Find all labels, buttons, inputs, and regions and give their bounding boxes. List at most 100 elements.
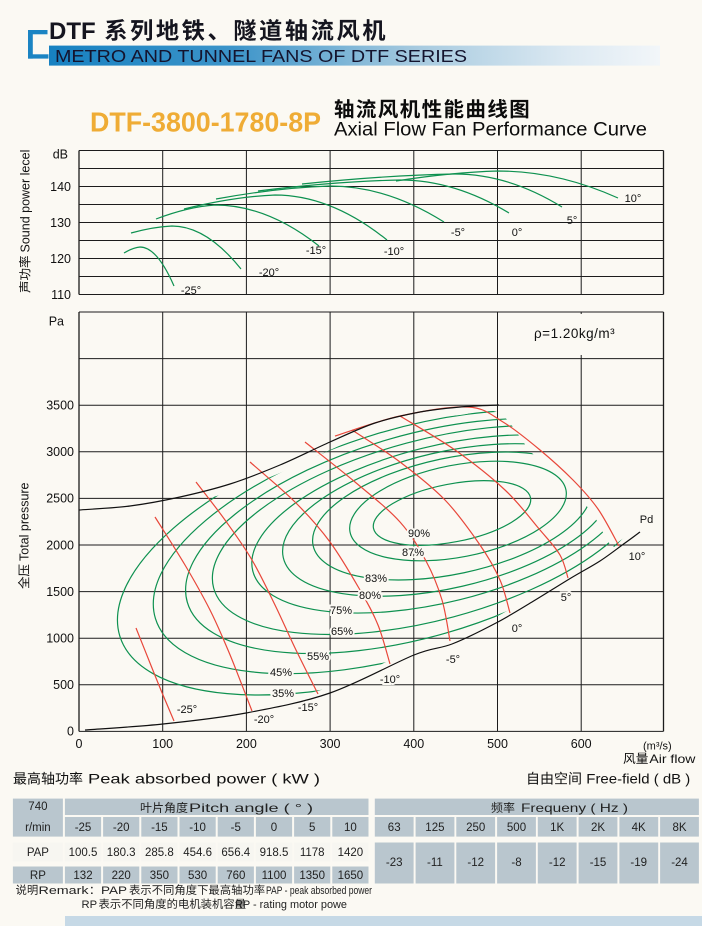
svg-text:Pa: Pa bbox=[49, 315, 64, 329]
svg-text:RP - rating motor powe: RP - rating motor powe bbox=[235, 899, 347, 911]
svg-text:1420: 1420 bbox=[338, 847, 364, 859]
svg-text:454.6: 454.6 bbox=[183, 847, 212, 859]
svg-text:500: 500 bbox=[487, 737, 508, 751]
svg-text:Total pressure: Total pressure bbox=[18, 482, 32, 561]
svg-text:10°: 10° bbox=[625, 193, 642, 205]
svg-text:-23: -23 bbox=[386, 857, 403, 869]
svg-text:PAP: PAP bbox=[101, 885, 127, 897]
svg-text:-15°: -15° bbox=[298, 702, 318, 714]
svg-text:300: 300 bbox=[320, 737, 341, 751]
svg-text:RP: RP bbox=[30, 870, 46, 882]
svg-text:87%: 87% bbox=[402, 547, 424, 559]
svg-text:ρ=1.20kg/m³: ρ=1.20kg/m³ bbox=[534, 326, 615, 341]
svg-text:RP: RP bbox=[82, 899, 98, 911]
svg-text:-5°: -5° bbox=[451, 227, 465, 239]
svg-text:-20°: -20° bbox=[254, 714, 274, 726]
svg-text:Sound power lecel: Sound power lecel bbox=[19, 150, 33, 253]
svg-text:100: 100 bbox=[152, 737, 173, 751]
svg-text:-8: -8 bbox=[511, 857, 521, 869]
svg-text:500: 500 bbox=[507, 822, 526, 834]
svg-text:350: 350 bbox=[150, 870, 169, 882]
svg-text:3500: 3500 bbox=[46, 399, 74, 413]
svg-text:r/min: r/min bbox=[25, 822, 51, 834]
svg-text:-5°: -5° bbox=[446, 654, 460, 666]
svg-text:100.5: 100.5 bbox=[69, 847, 98, 859]
svg-text:140: 140 bbox=[50, 180, 71, 194]
svg-text:1500: 1500 bbox=[46, 585, 74, 599]
svg-text:3000: 3000 bbox=[46, 445, 74, 459]
svg-text:Pd: Pd bbox=[640, 514, 653, 526]
svg-text:63: 63 bbox=[388, 822, 401, 834]
svg-text:dB: dB bbox=[53, 148, 68, 162]
svg-text:656.4: 656.4 bbox=[221, 847, 250, 859]
svg-text:5°: 5° bbox=[561, 592, 572, 604]
svg-text:-5: -5 bbox=[231, 822, 241, 834]
svg-text:DTF: DTF bbox=[49, 18, 96, 45]
svg-text:PAP: PAP bbox=[27, 847, 49, 859]
svg-text:-12: -12 bbox=[467, 857, 484, 869]
svg-text:Frequeny ( Hz ): Frequeny ( Hz ) bbox=[521, 801, 628, 815]
svg-text:250: 250 bbox=[466, 822, 485, 834]
svg-text:1K: 1K bbox=[550, 822, 564, 834]
svg-text:Peak absorbed power ( kW ): Peak absorbed power ( kW ) bbox=[88, 771, 320, 787]
svg-text:Pitch angle ( ° ): Pitch angle ( ° ) bbox=[189, 801, 313, 815]
svg-text:Free-field ( dB ): Free-field ( dB ) bbox=[586, 771, 690, 787]
svg-text:400: 400 bbox=[403, 737, 424, 751]
svg-text:-15: -15 bbox=[590, 857, 607, 869]
svg-text:530: 530 bbox=[188, 870, 207, 882]
svg-text:-25°: -25° bbox=[181, 285, 201, 297]
svg-text:10°: 10° bbox=[629, 551, 646, 563]
svg-text:1000: 1000 bbox=[46, 632, 74, 646]
svg-text:5°: 5° bbox=[567, 215, 578, 227]
svg-text:0°: 0° bbox=[512, 623, 523, 635]
svg-text:-20: -20 bbox=[113, 822, 130, 834]
svg-text:918.5: 918.5 bbox=[260, 847, 289, 859]
svg-text:Remark: Remark bbox=[39, 885, 90, 897]
svg-text:10: 10 bbox=[344, 822, 357, 834]
svg-text:500: 500 bbox=[53, 678, 74, 692]
svg-text:-10°: -10° bbox=[380, 674, 400, 686]
svg-text:4K: 4K bbox=[632, 822, 646, 834]
svg-text:0: 0 bbox=[67, 725, 74, 739]
svg-text:132: 132 bbox=[73, 870, 92, 882]
svg-text:-24: -24 bbox=[671, 857, 688, 869]
svg-text:DTF-3800-1780-8P: DTF-3800-1780-8P bbox=[90, 107, 321, 138]
svg-text:0°: 0° bbox=[512, 227, 523, 239]
svg-text:130: 130 bbox=[50, 216, 71, 230]
svg-text:90%: 90% bbox=[408, 528, 430, 540]
svg-text:1100: 1100 bbox=[262, 870, 287, 882]
svg-text:(m³/s): (m³/s) bbox=[643, 741, 672, 753]
svg-text:1350: 1350 bbox=[299, 870, 325, 882]
svg-text:180.3: 180.3 bbox=[107, 847, 136, 859]
svg-text:125: 125 bbox=[425, 822, 444, 834]
svg-text:-15°: -15° bbox=[306, 245, 326, 257]
svg-text:-11: -11 bbox=[427, 857, 443, 869]
svg-text:120: 120 bbox=[50, 252, 71, 266]
svg-text:-10°: -10° bbox=[384, 246, 404, 258]
svg-text:35%: 35% bbox=[272, 688, 294, 700]
svg-text:285.8: 285.8 bbox=[145, 847, 174, 859]
svg-text:740: 740 bbox=[28, 801, 47, 813]
svg-text:-25°: -25° bbox=[177, 704, 197, 716]
svg-text:METRO AND TUNNEL FANS OF DTF S: METRO AND TUNNEL FANS OF DTF SERIES bbox=[55, 46, 467, 66]
svg-text:1178: 1178 bbox=[300, 847, 325, 859]
svg-text:2K: 2K bbox=[591, 822, 605, 834]
svg-text:83%: 83% bbox=[365, 573, 387, 585]
svg-text:-19: -19 bbox=[630, 857, 647, 869]
svg-text:-15: -15 bbox=[151, 822, 168, 834]
svg-text:75%: 75% bbox=[330, 605, 352, 617]
svg-text:45%: 45% bbox=[270, 667, 292, 679]
svg-text:760: 760 bbox=[226, 870, 245, 882]
svg-text:Axial Flow Fan Performance Cur: Axial Flow Fan Performance Curve bbox=[334, 120, 647, 141]
svg-text:-25: -25 bbox=[75, 822, 92, 834]
svg-text:-10: -10 bbox=[189, 822, 206, 834]
svg-text:1650: 1650 bbox=[338, 870, 364, 882]
svg-text:600: 600 bbox=[571, 737, 592, 751]
svg-text:0: 0 bbox=[76, 737, 83, 751]
svg-text:110: 110 bbox=[51, 288, 71, 302]
svg-text:2500: 2500 bbox=[46, 492, 74, 506]
svg-text:65%: 65% bbox=[331, 626, 353, 638]
svg-text:-20°: -20° bbox=[259, 267, 279, 279]
svg-text:Air flow: Air flow bbox=[649, 752, 695, 766]
svg-text:0: 0 bbox=[271, 822, 277, 834]
